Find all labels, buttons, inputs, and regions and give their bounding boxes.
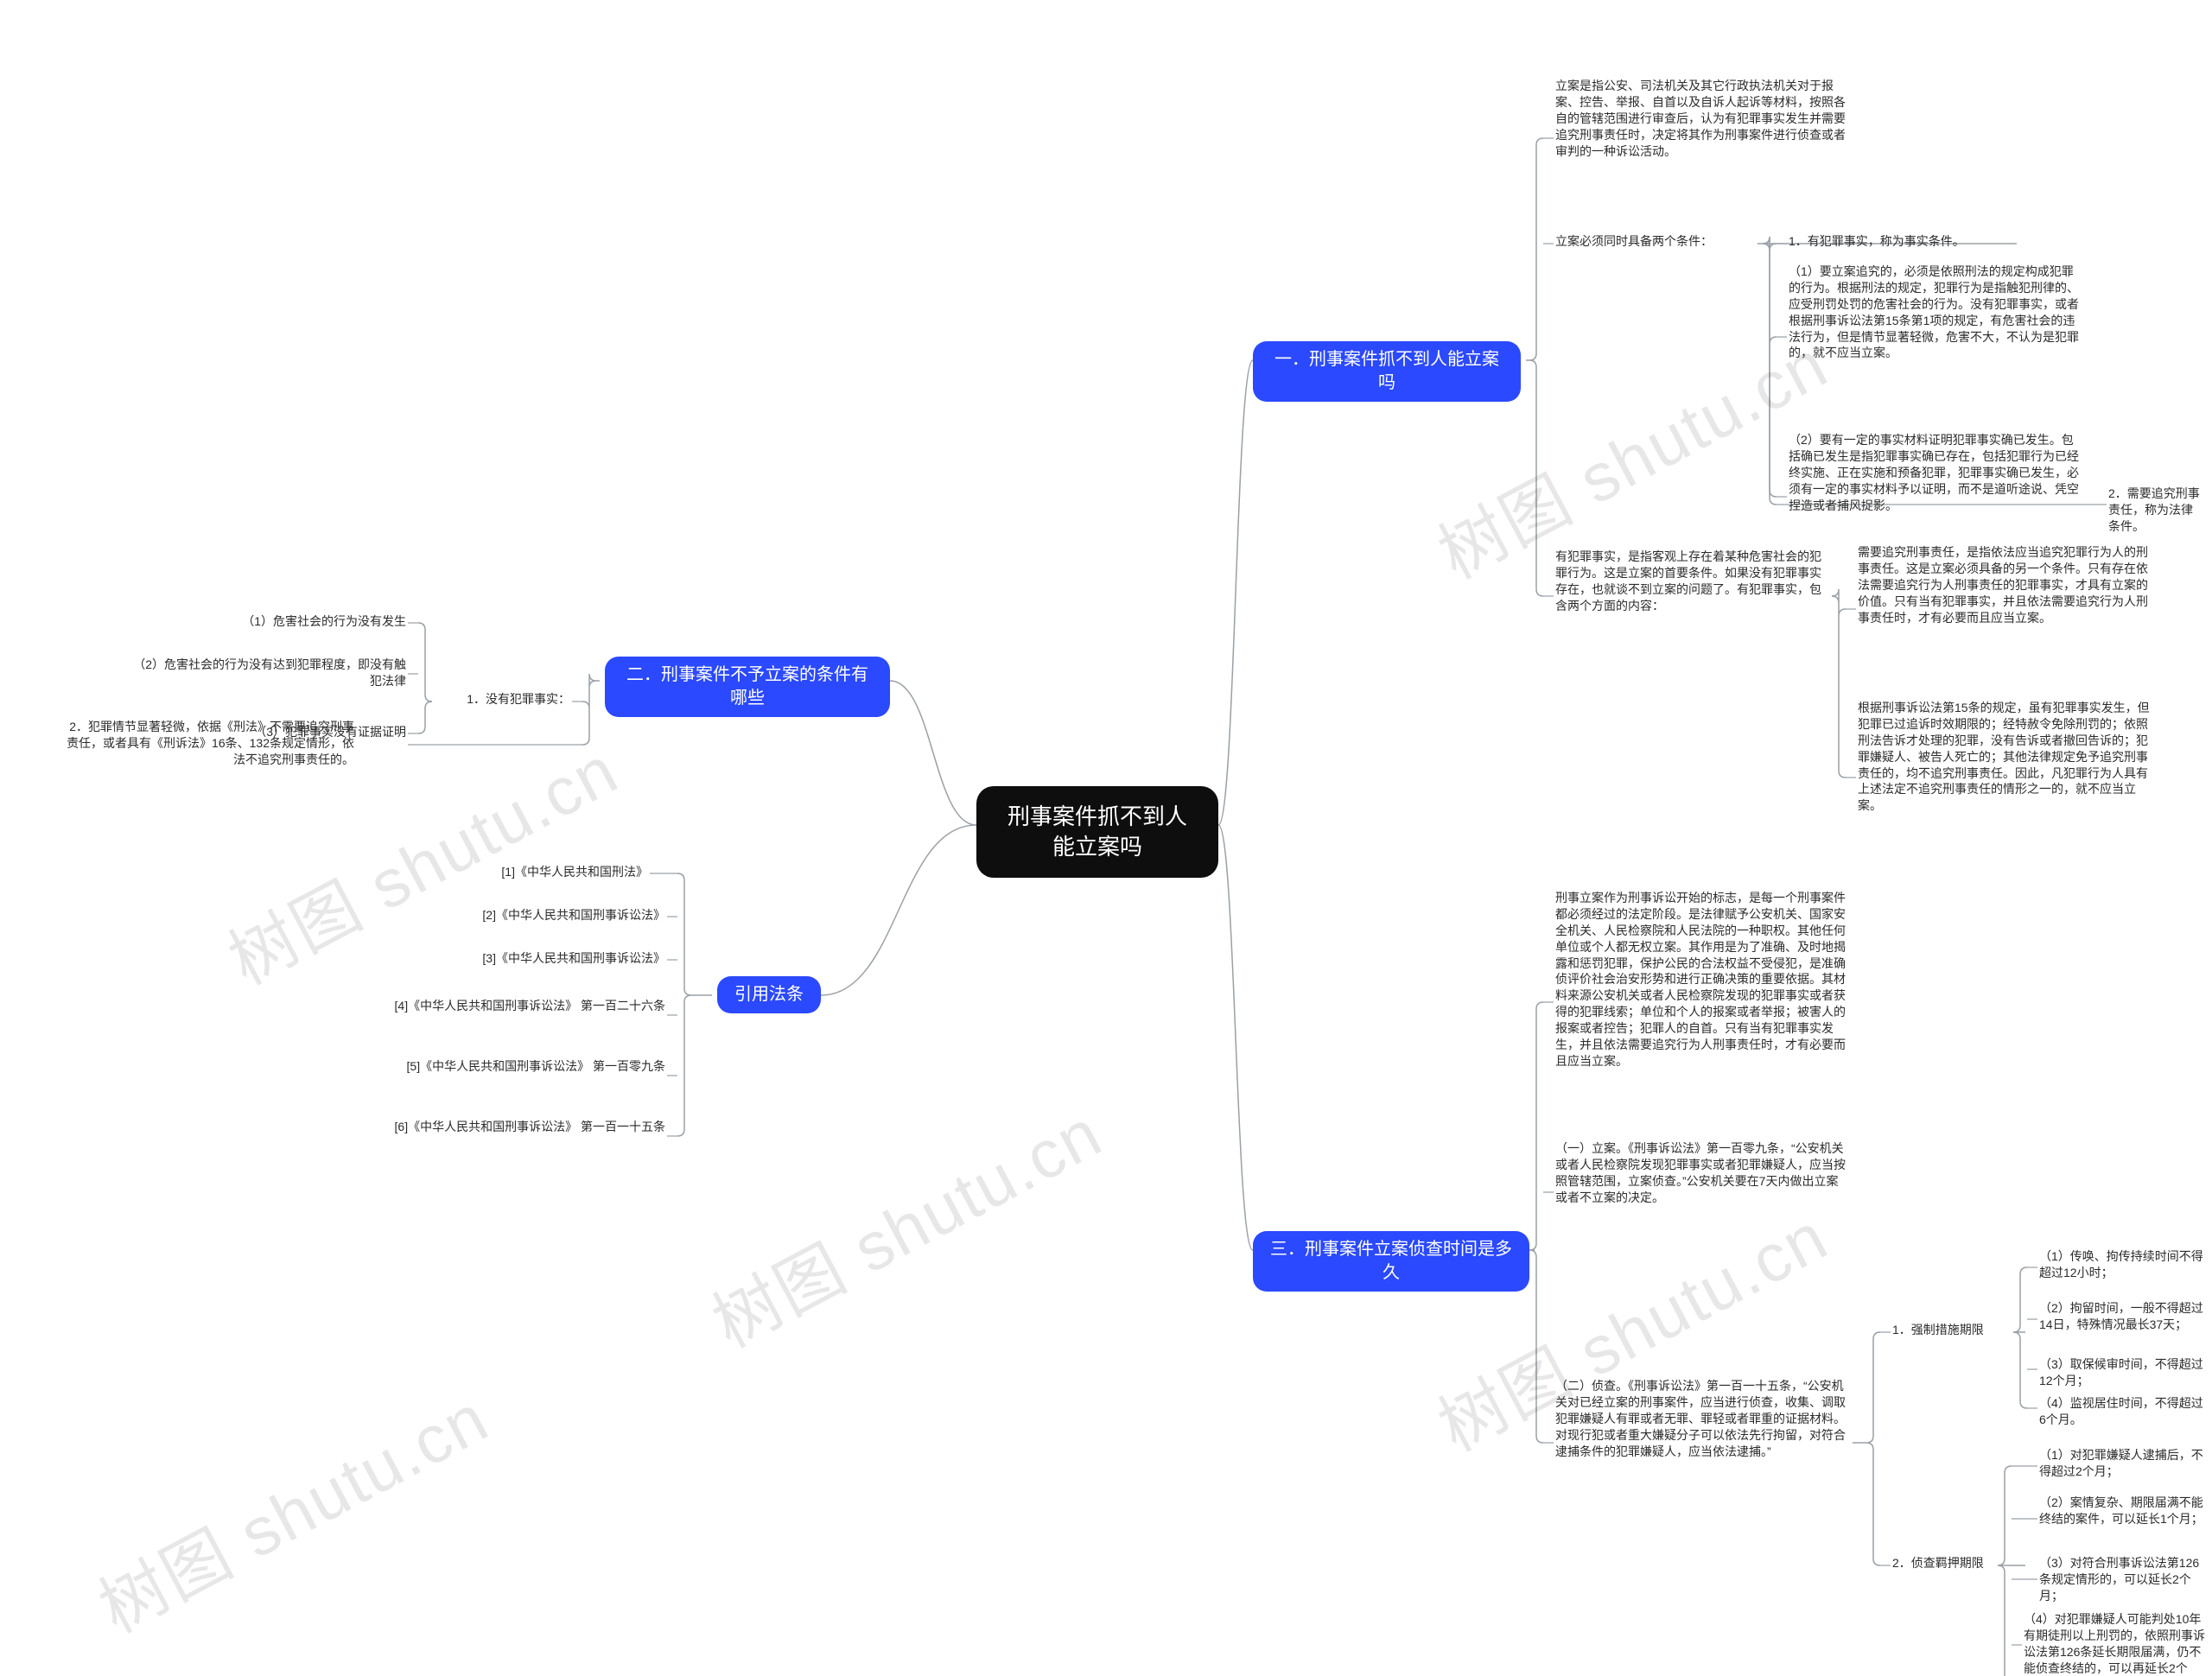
leaf-node: 2．需要追究刑事责任，称为法律条件。 (2108, 486, 2203, 535)
leaf-node: （3）取保候审时间，不得超过12个月； (2039, 1356, 2203, 1389)
leaf-node: 1．强制措施期限 (1892, 1322, 2022, 1338)
leaf-node: （二）侦查。《刑事诉讼法》第一百一十五条，“公安机关对已经立案的刑事案件，应当进… (1555, 1378, 1849, 1459)
leaf-node: 1．没有犯罪事实： (432, 691, 570, 708)
leaf-node: 根据刑事诉讼法第15条的规定，虽有犯罪事实发生，但犯罪已过追诉时效期限的；经特赦… (1858, 700, 2152, 814)
branch-node: 一．刑事案件抓不到人能立案吗 (1253, 341, 1521, 402)
leaf-node: （2）案情复杂、期限届满不能终结的案件，可以延长1个月； (2039, 1495, 2203, 1527)
leaf-node: （1）传唤、拘传持续时间不得超过12小时； (2039, 1248, 2203, 1281)
leaf-node: （4）监视居住时间，不得超过6个月。 (2039, 1395, 2203, 1428)
leaf-node: 需要追究刑事责任，是指依法应当追究犯罪行为人的刑事责任。这是立案必须具备的另一个… (1858, 544, 2152, 625)
branch-node: 引用法条 (717, 976, 821, 1013)
leaf-node: （2）拘留时间，一般不得超过14日，特殊情况最长37天； (2039, 1300, 2203, 1333)
watermark-5: 树图 shutu.cn (694, 1080, 1116, 1366)
leaf-node: （3）对符合刑事诉讼法第126条规定情形的，可以延长2个月； (2039, 1555, 2203, 1604)
leaf-node: [3]《中华人民共和国刑事诉讼法》 (423, 950, 665, 967)
leaf-node: 立案是指公安、司法机关及其它行政执法机关对于报案、控告、举报、自首以及自诉人起诉… (1555, 78, 1849, 159)
leaf-node: （4）对犯罪嫌疑人可能判处10年有期徒刑以上刑罚的，依照刑事诉讼法第126条延长… (2024, 1611, 2205, 1676)
leaf-node: [5]《中华人民共和国刑事诉讼法》 第一百零九条 (380, 1058, 665, 1075)
leaf-node: [1]《中华人民共和国刑法》 (449, 864, 648, 880)
leaf-node: 1．有犯罪事实，称为事实条件。 (1789, 233, 2013, 250)
leaf-node: （1）要立案追究的，必须是依照刑法的规定构成犯罪的行为。根据刑法的规定，犯罪行为… (1789, 263, 2082, 361)
leaf-node: 2．侦查羁押期限 (1892, 1555, 2022, 1571)
leaf-node: 有犯罪事实，是指客观上存在着某种危害社会的犯罪行为。这是立案的首要条件。如果没有… (1555, 549, 1832, 614)
leaf-node: （1）危害社会的行为没有发生 (181, 613, 406, 630)
leaf-node: （2）要有一定的事实材料证明犯罪事实确已发生。包括确已发生是指犯罪事实确已存在，… (1789, 432, 2082, 513)
branch-node: 三．刑事案件立案侦查时间是多久 (1253, 1231, 1529, 1292)
root-node: 刑事案件抓不到人能立案吗 (976, 786, 1218, 878)
leaf-node: 刑事立案作为刑事诉讼开始的标志，是每一个刑事案件都必须经过的法定阶段。是法律赋予… (1555, 890, 1849, 1070)
leaf-node: 立案必须同时具备两个条件： (1555, 233, 1754, 250)
watermark-4: 树图 shutu.cn (80, 1365, 503, 1651)
leaf-node: [2]《中华人民共和国刑事诉讼法》 (423, 907, 665, 924)
leaf-node: 2．犯罪情节显著轻微，依据《刑法》不需要追究刑事责任，或者具有《刑诉法》16条、… (60, 719, 354, 768)
leaf-node: （2）危害社会的行为没有达到犯罪程度，即没有触犯法律 (130, 657, 406, 689)
leaf-node: [6]《中华人民共和国刑事诉讼法》 第一百一十五条 (380, 1119, 665, 1135)
leaf-node: （一）立案。《刑事诉讼法》第一百零九条，“公安机关或者人民检察院发现犯罪事实或者… (1555, 1140, 1849, 1206)
leaf-node: （1）对犯罪嫌疑人逮捕后，不得超过2个月； (2039, 1447, 2203, 1480)
leaf-node: [4]《中华人民共和国刑事诉讼法》 第一百二十六条 (380, 998, 665, 1014)
branch-node: 二．刑事案件不予立案的条件有哪些 (605, 657, 890, 717)
